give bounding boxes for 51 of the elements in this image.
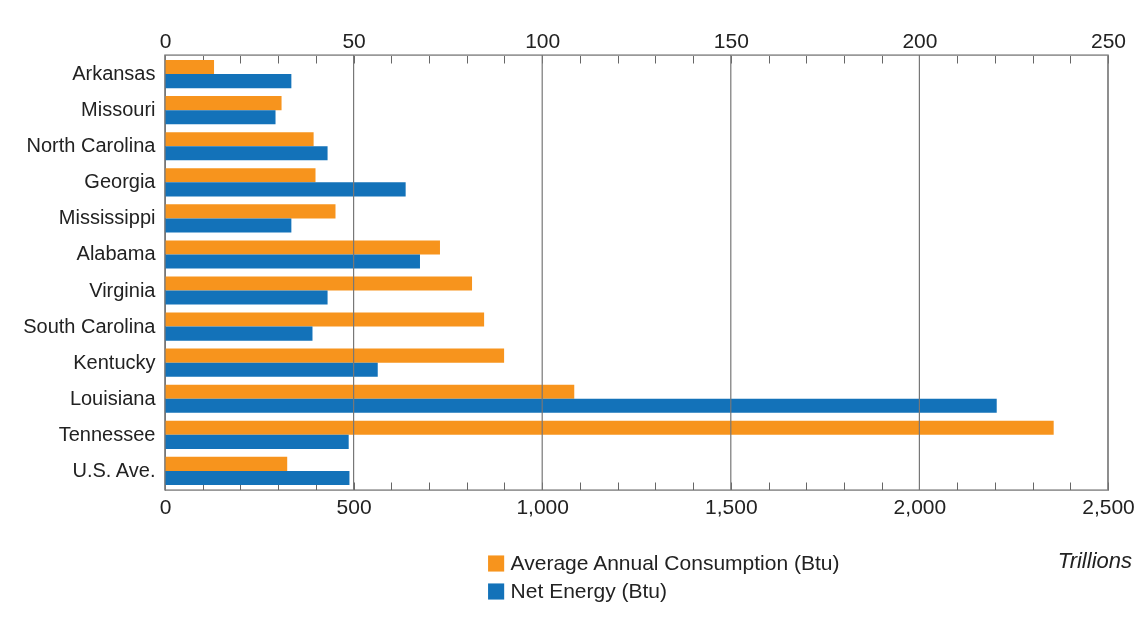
bar — [165, 218, 292, 233]
bar — [165, 348, 505, 363]
bar — [165, 276, 473, 291]
bar — [165, 420, 1054, 435]
bar — [165, 204, 336, 219]
y-tick-label: Alabama — [76, 242, 157, 265]
bar — [165, 384, 575, 399]
y-tick-label: Virginia — [89, 278, 157, 301]
x2-tick-label: 150 — [713, 28, 749, 52]
y-tick-label: Kentucky — [73, 350, 156, 373]
y-tick-label: South Carolina — [23, 314, 157, 337]
y-tick-label: Arkansas — [72, 62, 156, 85]
bar — [165, 146, 328, 161]
bar — [165, 254, 420, 269]
x2-tick-label: 50 — [342, 28, 366, 52]
y-tick-label: Tennessee — [58, 422, 156, 445]
bar — [165, 434, 349, 449]
y-tick-label: Georgia — [84, 170, 157, 193]
bar — [165, 398, 997, 413]
x2-tick-label: 200 — [902, 28, 938, 52]
bar — [165, 240, 440, 255]
x-tick-label: 2,500 — [1082, 494, 1135, 518]
y-tick-label: U.S. Ave. — [72, 458, 156, 481]
x2-tick-label: 100 — [525, 28, 561, 52]
x-tick-label: 0 — [159, 494, 172, 518]
x-tick-label: 2,000 — [893, 494, 947, 518]
bar — [165, 326, 313, 341]
bar — [165, 182, 406, 197]
bar — [165, 312, 485, 327]
bar — [165, 110, 276, 125]
y-tick-label: North Carolina — [26, 134, 157, 157]
bar — [165, 168, 316, 183]
bar — [165, 132, 314, 147]
bar — [165, 60, 215, 75]
text: Trillions — [1057, 548, 1132, 574]
legend-label: Net Energy (Btu) — [510, 578, 668, 602]
x-tick-label: 1,000 — [516, 494, 569, 518]
bar — [165, 470, 350, 485]
x2-tick-label: 250 — [1090, 28, 1127, 52]
bar — [165, 290, 328, 305]
x-tick-label: 1,500 — [705, 494, 758, 518]
bar — [165, 74, 292, 89]
y-tick-label: Mississippi — [58, 206, 156, 229]
y-tick-label: Missouri — [81, 98, 156, 121]
x-tick-label: 500 — [336, 494, 372, 518]
x2-tick-label: 0 — [159, 28, 172, 52]
y-tick-label: Louisiana — [69, 386, 157, 409]
bar — [165, 362, 378, 377]
bar — [165, 456, 288, 471]
legend-label: Average Annual Consumption (Btu) — [510, 550, 840, 574]
bar — [165, 96, 282, 111]
